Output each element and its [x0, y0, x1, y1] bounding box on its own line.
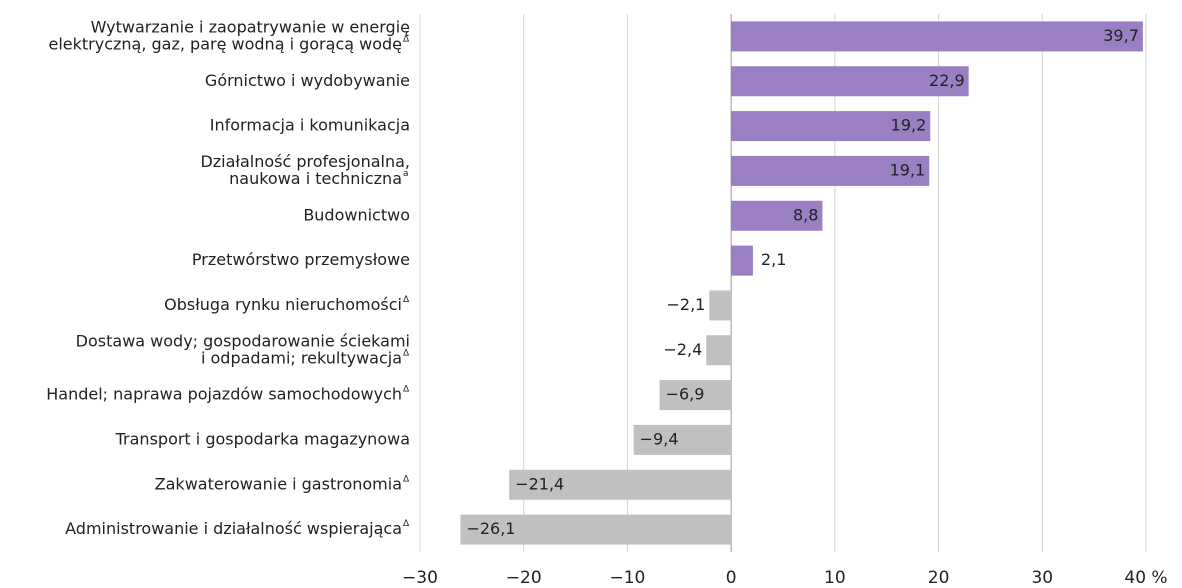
category-label: Budownictwo: [303, 205, 410, 224]
x-tick-label: 10: [824, 568, 846, 588]
category-marker: a: [403, 169, 409, 179]
value-label: 2,1: [761, 250, 786, 269]
category-label: naukowa i techniczna: [229, 169, 402, 188]
x-tick-label: 0: [726, 568, 737, 588]
value-label: −21,4: [515, 474, 564, 493]
value-label: 22,9: [929, 71, 965, 90]
category-marker: Δ: [403, 385, 410, 395]
x-tick-label: 40 %: [1124, 568, 1167, 588]
category-label: Administrowanie i działalność wspierając…: [65, 519, 402, 538]
x-tick-label: 30: [1031, 568, 1053, 588]
category-label: Handel; naprawa pojazdów samochodowych: [46, 385, 402, 404]
category-label: Informacja i komunikacja: [210, 116, 410, 135]
category-label: Działalność profesjonalna,: [200, 152, 410, 171]
x-tick-label: −30: [402, 568, 438, 588]
value-label: −2,4: [663, 340, 702, 359]
value-label: 8,8: [793, 205, 818, 224]
category-label: Przetwórstwo przemysłowe: [192, 250, 410, 269]
value-label: 39,7: [1103, 26, 1139, 45]
category-marker: Δ: [403, 295, 410, 305]
category-label: i odpadami; rekultywacja: [201, 348, 402, 367]
bar: [731, 111, 931, 142]
category-marker: Δ: [403, 34, 410, 44]
category-marker: Δ: [403, 519, 410, 529]
bar: [633, 424, 732, 455]
value-label: −9,4: [640, 429, 679, 448]
bar: [706, 335, 732, 366]
bar: [659, 380, 732, 411]
value-label: −6,9: [666, 385, 705, 404]
category-label: Górnictwo i wydobywanie: [205, 71, 410, 90]
x-tick-label: 20: [928, 568, 950, 588]
category-label: Dostawa wody; gospodarowanie ściekami: [76, 331, 410, 350]
x-tick-label: −10: [609, 568, 645, 588]
category-label: Zakwaterowanie i gastronomia: [155, 474, 402, 493]
bar: [460, 514, 732, 545]
value-label: −2,1: [667, 295, 706, 314]
category-label: Obsługa rynku nieruchomości: [164, 295, 402, 314]
bar: [709, 290, 732, 321]
category-label: Transport i gospodarka magazynowa: [115, 429, 410, 448]
category-marker: Δ: [403, 348, 410, 358]
bar: [731, 21, 1143, 52]
bar: [731, 245, 753, 276]
category-marker: Δ: [403, 474, 410, 484]
value-label: 19,1: [890, 160, 926, 179]
bar: [731, 155, 930, 186]
category-label: elektryczną, gaz, parę wodną i gorącą wo…: [48, 34, 402, 53]
bar: [731, 66, 969, 97]
value-label: −26,1: [466, 519, 515, 538]
bar: [731, 200, 823, 231]
category-label: Wytwarzanie i zaopatrywanie w energię: [91, 17, 410, 36]
x-tick-label: −20: [506, 568, 542, 588]
value-label: 19,2: [891, 116, 927, 135]
bar: [509, 469, 732, 500]
